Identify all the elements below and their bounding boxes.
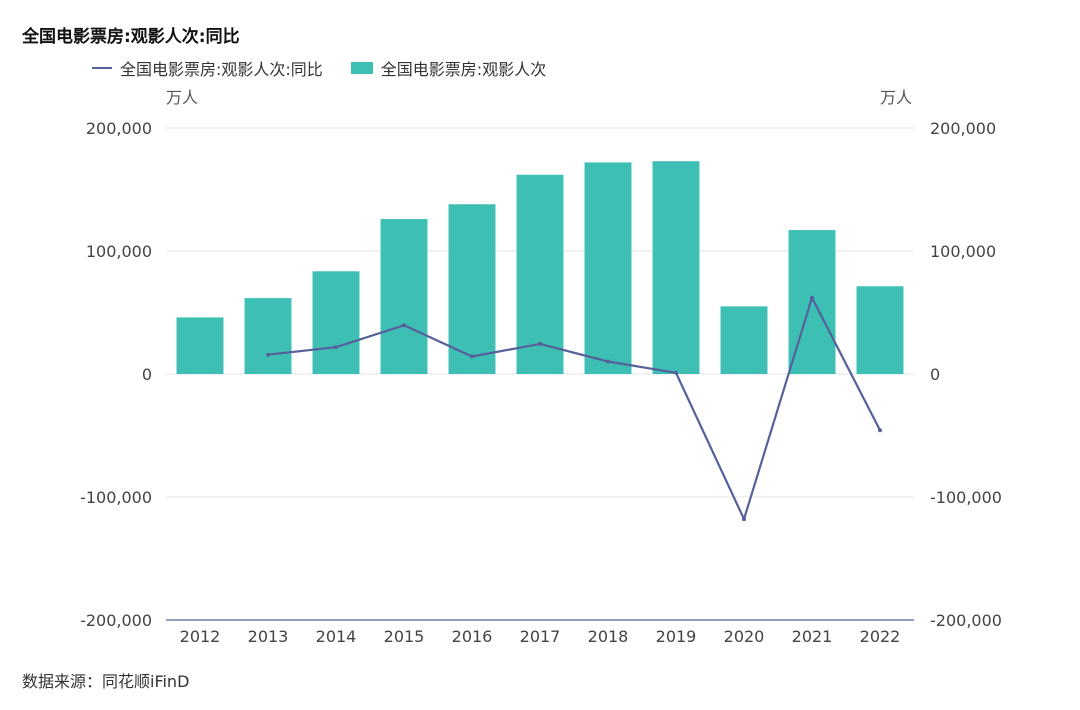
line-point-2014[interactable]	[334, 345, 338, 350]
bar-2012[interactable]	[176, 317, 224, 374]
bar-2022[interactable]	[856, 286, 904, 374]
legend-line-swatch	[92, 67, 112, 69]
x-tick-label: 2015	[384, 627, 425, 646]
line-point-2017[interactable]	[538, 341, 542, 346]
y-tick-right: -100,000	[930, 488, 1002, 507]
left-axis-unit: 万人	[166, 88, 199, 107]
x-tick-label: 2016	[452, 627, 493, 646]
y-tick-right: 0	[930, 365, 940, 384]
x-tick-label: 2013	[248, 627, 289, 646]
axis-layer: 200,000 200,000 100,000 100,000 0 0 -100,000 -1…	[80, 119, 1002, 646]
x-tick-label: 2017	[520, 627, 561, 646]
legend-item-line[interactable]: 全国电影票房:观影人次:同比	[92, 56, 323, 80]
line-point-2016[interactable]	[470, 354, 474, 359]
bar-2015[interactable]	[380, 219, 428, 374]
bar-2013[interactable]	[244, 298, 292, 374]
line-point-2015[interactable]	[402, 323, 406, 328]
chart-title: 全国电影票房:观影人次:同比	[22, 27, 240, 47]
bar-2018[interactable]	[584, 162, 632, 374]
bar-2016[interactable]	[448, 204, 496, 374]
y-tick-right: 100,000	[930, 242, 996, 261]
bar-layer	[176, 161, 904, 374]
y-tick-left: -100,000	[80, 488, 152, 507]
bar-2017[interactable]	[516, 174, 564, 374]
line-point-2022[interactable]	[878, 428, 882, 433]
legend-line-label: 全国电影票房:观影人次:同比	[120, 60, 323, 79]
right-axis-unit: 万人	[880, 88, 913, 107]
line-point-2021[interactable]	[810, 295, 814, 300]
bar-2019[interactable]	[652, 161, 700, 374]
y-tick-left: 100,000	[86, 242, 152, 261]
line-point-2019[interactable]	[674, 370, 678, 375]
y-tick-left: -200,000	[80, 611, 152, 630]
data-source-note: 数据来源：同花顺iFinD	[22, 672, 190, 691]
line-point-2020[interactable]	[742, 517, 746, 522]
x-tick-label: 2022	[860, 627, 901, 646]
yoy-line	[267, 296, 881, 521]
line-layer	[266, 295, 882, 522]
x-tick-label: 2018	[588, 627, 629, 646]
legend-item-bar[interactable]: 全国电影票房:观影人次	[350, 56, 547, 80]
y-tick-right: -200,000	[930, 611, 1002, 630]
x-tick-label: 2020	[724, 627, 765, 646]
x-tick-label: 2014	[316, 627, 357, 646]
line-point-2013[interactable]	[266, 352, 270, 357]
chart-legend: 全国电影票房:观影人次:同比 全国电影票房:观影人次	[92, 56, 546, 80]
bar-2020[interactable]	[720, 306, 768, 374]
y-tick-left: 0	[142, 365, 152, 384]
bar-2014[interactable]	[312, 271, 360, 374]
legend-bar-label: 全国电影票房:观影人次	[380, 60, 547, 79]
line-point-2018[interactable]	[606, 359, 610, 364]
x-tick-label: 2019	[656, 627, 697, 646]
legend-bar-swatch	[350, 62, 373, 74]
y-tick-right: 200,000	[930, 119, 996, 138]
x-tick-label: 2021	[792, 627, 833, 646]
x-tick-label: 2012	[180, 627, 221, 646]
y-tick-left: 200,000	[86, 119, 152, 138]
